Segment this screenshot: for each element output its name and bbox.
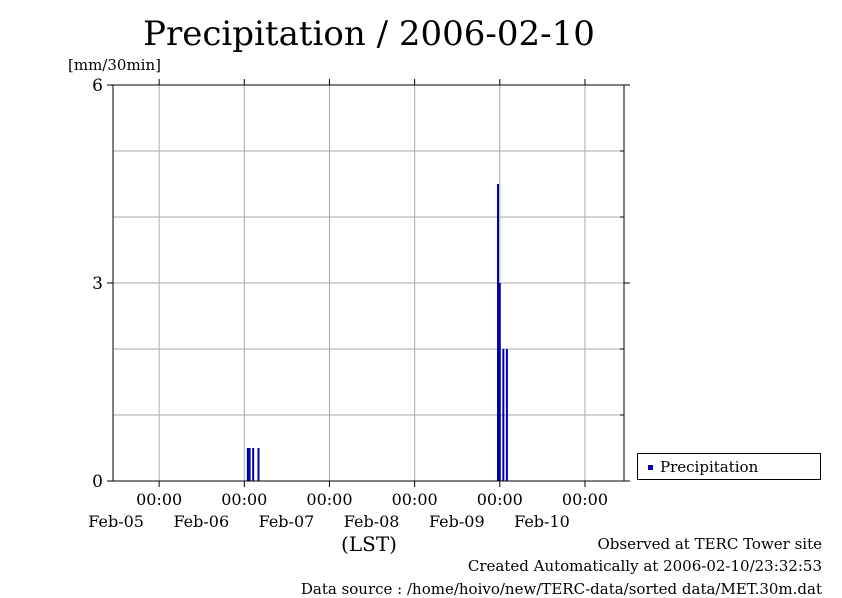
precipitation-bar bbox=[257, 448, 260, 481]
bar-series bbox=[246, 184, 508, 481]
x-tick-time-label: 00:00 bbox=[221, 490, 267, 509]
y-axis-unit-label: [mm/30min] bbox=[68, 56, 161, 74]
x-tick-date-label: Feb-06 bbox=[173, 512, 229, 531]
y-axis: 0 3 6 bbox=[92, 76, 630, 492]
legend: Precipitation bbox=[637, 453, 821, 480]
x-axis-label: (LST) bbox=[341, 532, 397, 556]
legend-swatch bbox=[648, 465, 653, 470]
precipitation-bar bbox=[248, 448, 251, 481]
precipitation-bar bbox=[498, 283, 501, 481]
legend-label: Precipitation bbox=[660, 458, 759, 476]
x-tick-time-label: 00:00 bbox=[562, 490, 608, 509]
x-tick-date-label: Feb-05 bbox=[88, 512, 144, 531]
grid-lines bbox=[113, 85, 624, 481]
x-tick-date-label: Feb-08 bbox=[344, 512, 400, 531]
x-tick-date-label: Feb-10 bbox=[514, 512, 570, 531]
precipitation-bar bbox=[505, 349, 508, 481]
x-tick-time-label: 00:00 bbox=[392, 490, 438, 509]
x-tick-date-label: Feb-07 bbox=[259, 512, 315, 531]
precipitation-bar bbox=[497, 184, 500, 481]
footer-observed-note: Observed at TERC Tower site bbox=[597, 535, 822, 553]
x-tick-time-label: 00:00 bbox=[477, 490, 523, 509]
x-tick-date-label: Feb-09 bbox=[429, 512, 485, 531]
y-tick-label: 0 bbox=[92, 472, 103, 492]
precipitation-bar bbox=[252, 448, 255, 481]
x-axis: 00:00 Feb-05 00:00 Feb-06 00:00 Feb-07 00:00 Fe… bbox=[88, 79, 608, 531]
precipitation-bar bbox=[502, 349, 505, 481]
y-tick-label: 6 bbox=[92, 76, 103, 96]
y-tick-label: 3 bbox=[92, 274, 103, 294]
footer-source-note: Data source : /home/hoivo/new/TERC-data/… bbox=[300, 580, 822, 598]
footer-created-note: Created Automatically at 2006-02-10/23:3… bbox=[467, 557, 822, 575]
precipitation-bar bbox=[246, 448, 249, 481]
x-tick-time-label: 00:00 bbox=[136, 490, 182, 509]
x-tick-time-label: 00:00 bbox=[306, 490, 352, 509]
chart-title: Precipitation / 2006-02-10 bbox=[143, 14, 595, 54]
